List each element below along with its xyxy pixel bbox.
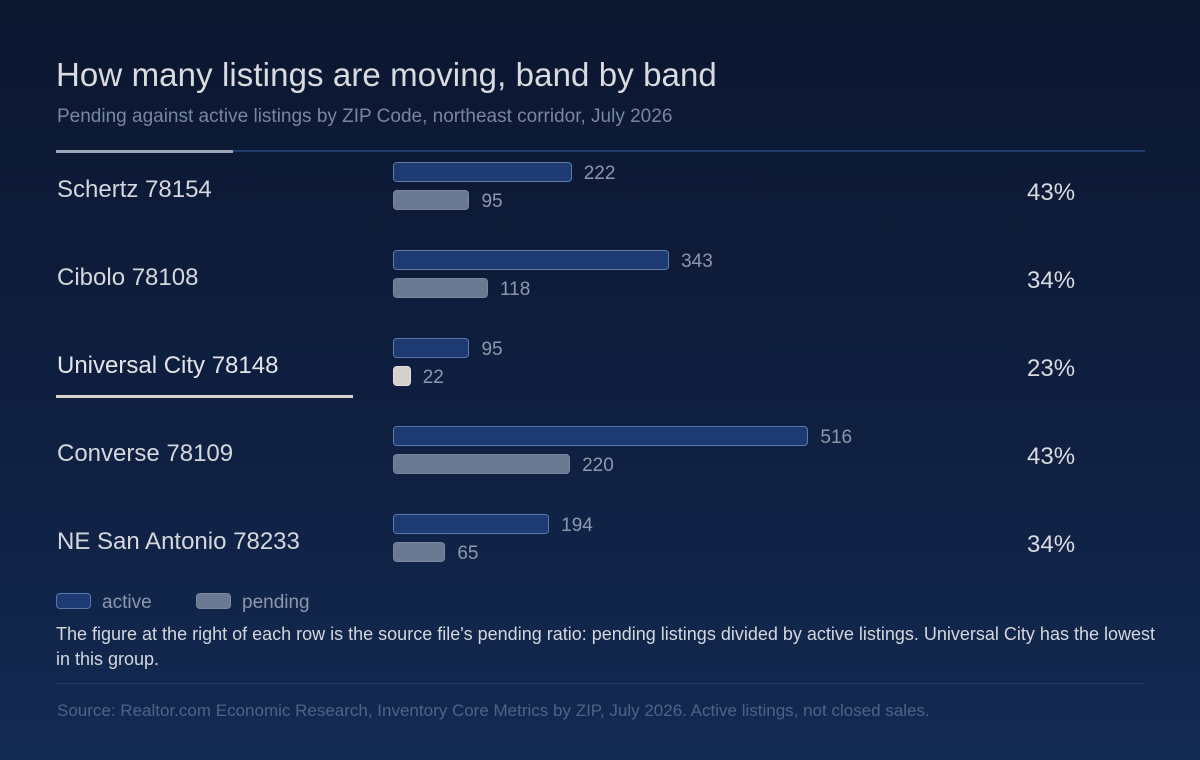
highlight-underline [56,395,353,398]
source-note: Source: Realtor.com Economic Research, I… [57,701,930,720]
chart-title: How many listings are moving, band by ba… [56,56,717,93]
bar-pending-converse-78109 [393,454,571,474]
value-pending-schertz-78154: 95 [481,191,503,212]
value-active-cibolo-78108: 343 [681,251,713,272]
value-active-universal-city-78148: 95 [481,339,503,360]
bar-pending-ne-san-antonio-78233 [393,542,446,562]
value-active-converse-78109: 516 [820,427,853,448]
value-pending-converse-78109: 220 [582,455,614,476]
chart-subtitle: Pending against active listings by ZIP C… [57,106,673,127]
row-label-universal-city-78148: Universal City 78148 [57,352,279,379]
bar-pending-schertz-78154 [393,190,470,210]
value-pending-ne-san-antonio-78233: 65 [457,543,479,564]
row-label-converse-78109: Converse 78109 [57,440,234,467]
bar-pending-cibolo-78108 [393,278,488,298]
header-rule-accent [56,150,233,153]
footer-rule [56,683,1145,684]
legend-label-pending: pending [242,592,310,613]
bar-active-schertz-78154 [393,162,572,182]
bar-active-converse-78109 [393,426,809,446]
row-label-cibolo-78108: Cibolo 78108 [57,264,199,291]
bar-pending-universal-city-78148 [393,366,411,386]
ratio-cibolo-78108: 34% [1027,267,1076,294]
row-label-ne-san-antonio-78233: NE San Antonio 78233 [57,528,300,555]
ratio-schertz-78154: 43% [1027,179,1076,206]
ratio-converse-78109: 43% [1027,443,1076,470]
legend-swatch-active [56,593,91,609]
bar-active-cibolo-78108 [393,250,670,270]
ratio-universal-city-78148: 23% [1027,355,1076,382]
legend-label-active: active [102,592,152,613]
bar-active-ne-san-antonio-78233 [393,514,550,534]
row-label-schertz-78154: Schertz 78154 [57,176,212,203]
bar-active-universal-city-78148 [393,338,470,358]
value-active-ne-san-antonio-78233: 194 [561,515,593,536]
legend-swatch-pending [196,593,231,609]
header-rule [56,150,1145,152]
value-pending-cibolo-78108: 118 [499,279,531,300]
value-pending-universal-city-78148: 22 [422,367,444,388]
ratio-ne-san-antonio-78233: 34% [1027,531,1076,558]
chart-note: The figure at the right of each row is t… [56,624,1156,669]
value-active-schertz-78154: 222 [583,163,616,184]
